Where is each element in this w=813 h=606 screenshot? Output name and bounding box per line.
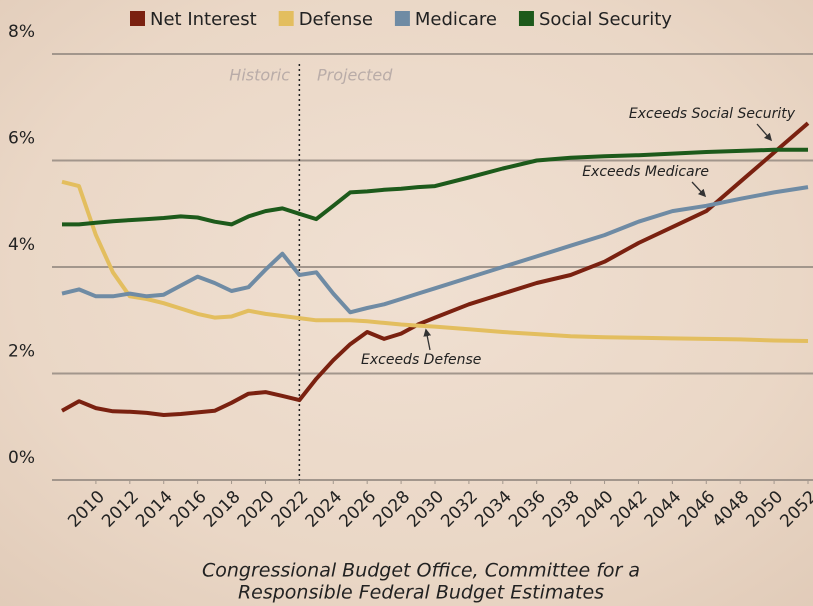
y-tick-label: 0% [8, 448, 35, 468]
annotation-arrow [756, 123, 773, 142]
legend-swatch [130, 11, 145, 26]
legend-label: Net Interest [150, 9, 257, 30]
source: Congressional Budget Office, Committee f… [202, 560, 640, 582]
series-line [61, 121, 810, 417]
legend-swatch [518, 11, 534, 26]
legend-label: Social Security [539, 9, 672, 30]
series-line [61, 179, 809, 343]
series-line [62, 147, 808, 227]
legend-label: Defense [299, 9, 373, 30]
legend-swatch [278, 11, 294, 26]
legend-label: Medicare [415, 9, 497, 30]
y-tick-label: 4% [8, 235, 35, 255]
series-line [61, 185, 809, 315]
legend-swatch [394, 11, 410, 26]
y-tick-label: 8% [8, 22, 35, 42]
annotation-arrow [691, 181, 707, 198]
source: Responsible Federal Budget Estimates [238, 582, 604, 604]
annotation: Exceeds Social Security [629, 106, 796, 122]
phase-label: Historic [229, 66, 290, 85]
annotation: Exceeds Defense [361, 352, 481, 368]
grid [52, 53, 813, 484]
legend: Net Interest Defense Medicare Social Securi… [130, 9, 672, 30]
y-tick-label: 6% [8, 129, 35, 149]
annotation-arrow [423, 328, 432, 351]
phase-label: Projected [317, 66, 393, 85]
plot [61, 121, 810, 417]
annotation: Exceeds Medicare [582, 164, 709, 180]
y-tick-label: 2% [8, 342, 35, 362]
